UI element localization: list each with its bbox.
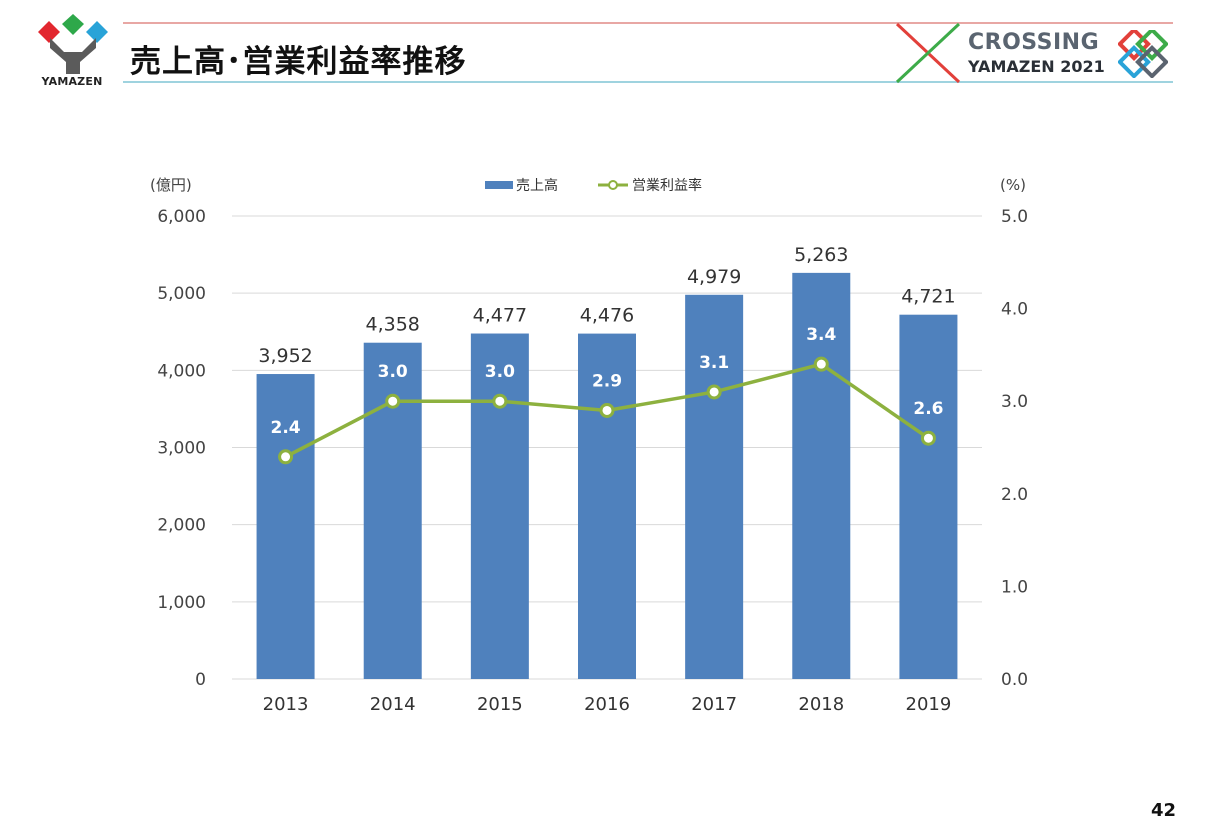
- margin-point: [599, 402, 615, 418]
- bar-value-label: 4,476: [580, 305, 634, 327]
- margin-point: [920, 430, 936, 446]
- margin-point: [278, 449, 294, 465]
- left-axis-tick-label: 0: [195, 670, 206, 690]
- x-axis-tick-label: 2019: [906, 694, 952, 715]
- header-bottom-rule: [123, 81, 1173, 83]
- bar: [256, 374, 315, 679]
- margin-point: [813, 356, 829, 372]
- right-axis-tick-label: 3.0: [1001, 392, 1028, 412]
- bars: [256, 272, 958, 679]
- header-top-rule: [123, 22, 1173, 24]
- x-axis-tick-label: 2015: [477, 694, 523, 715]
- left-axis-tick-label: 2,000: [157, 516, 206, 536]
- margin-value-label: 2.6: [913, 399, 943, 419]
- x-axis-tick-label: 2017: [691, 694, 737, 715]
- legend-bar-swatch: [485, 181, 513, 189]
- page-number: 42: [1150, 800, 1176, 821]
- bar: [363, 342, 422, 679]
- slide-header: YAMAZEN 売上高･営業利益率推移 CROSSING YAMAZEN 202…: [0, 0, 1208, 100]
- bar: [792, 272, 851, 679]
- left-axis-tick-label: 4,000: [157, 361, 206, 381]
- margin-point: [492, 393, 508, 409]
- x-axis-tick-label: 2016: [584, 694, 630, 715]
- right-axis-tick-label: 1.0: [1001, 577, 1028, 597]
- bar-value-label: 4,477: [473, 305, 527, 327]
- brand-crossing-text: CROSSING: [968, 30, 1100, 55]
- margin-value-label: 3.0: [485, 362, 515, 382]
- bar: [685, 294, 744, 679]
- yamazen-logo-icon: [38, 14, 108, 74]
- crossing-x-decoration-icon: [895, 22, 961, 84]
- margin-line: [278, 356, 936, 465]
- left-axis-tick-label: 6,000: [157, 207, 206, 227]
- bar-value-label: 5,263: [794, 244, 848, 266]
- x-axis-tick-label: 2014: [370, 694, 416, 715]
- margin-point: [385, 393, 401, 409]
- bar-value-label: 4,721: [901, 286, 955, 308]
- bar-value-label: 4,358: [366, 314, 420, 336]
- left-axis-tick-label: 5,000: [157, 284, 206, 304]
- logo-y-shape: [50, 38, 96, 74]
- margin-value-label: 3.0: [378, 362, 408, 382]
- data-labels: 3,952 4,358 4,477 4,476 4,979 5,263 4,721 2.4 3.…: [258, 244, 955, 438]
- bar: [578, 333, 636, 679]
- bar-value-label: 4,979: [687, 266, 741, 288]
- logo-green-diamond: [62, 14, 84, 35]
- crossing-knot-icon: [1118, 30, 1168, 78]
- x-axis-tick-label: 2013: [263, 694, 309, 715]
- right-axis-unit: (%): [1000, 176, 1026, 194]
- left-axis-tick-label: 3,000: [157, 439, 206, 459]
- right-axis-tick-label: 2.0: [1001, 485, 1028, 505]
- right-axis-tick-label: 0.0: [1001, 670, 1028, 690]
- legend-line-label: 営業利益率: [632, 177, 702, 194]
- legend-bar-label: 売上高: [516, 177, 558, 194]
- margin-value-label: 2.4: [271, 418, 301, 438]
- legend-line-marker: [608, 180, 618, 190]
- margin-value-label: 3.4: [806, 325, 836, 345]
- axes: 6,000 5,000 4,000 3,000 2,000 1,000 0 5.0 4.0 3.0…: [157, 207, 1028, 715]
- bar-value-label: 3,952: [258, 345, 312, 367]
- margin-point: [706, 384, 722, 400]
- margin-value-label: 3.1: [699, 353, 729, 373]
- x-axis-tick-label: 2018: [798, 694, 844, 715]
- brand-yamazen-2021-text: YAMAZEN 2021: [968, 57, 1105, 76]
- page-title: 売上高･営業利益率推移: [130, 44, 467, 80]
- right-axis-tick-label: 5.0: [1001, 207, 1028, 227]
- legend: 売上高 営業利益率: [485, 177, 702, 194]
- bar: [899, 314, 958, 679]
- left-axis-unit: (億円): [150, 176, 192, 194]
- logo-red-diamond: [38, 21, 60, 43]
- margin-value-label: 2.9: [592, 371, 622, 391]
- logo-blue-diamond: [86, 21, 108, 43]
- left-axis-tick-label: 1,000: [157, 593, 206, 613]
- logo-text: YAMAZEN: [41, 75, 103, 88]
- bar: [470, 333, 529, 679]
- right-axis-tick-label: 4.0: [1001, 300, 1028, 320]
